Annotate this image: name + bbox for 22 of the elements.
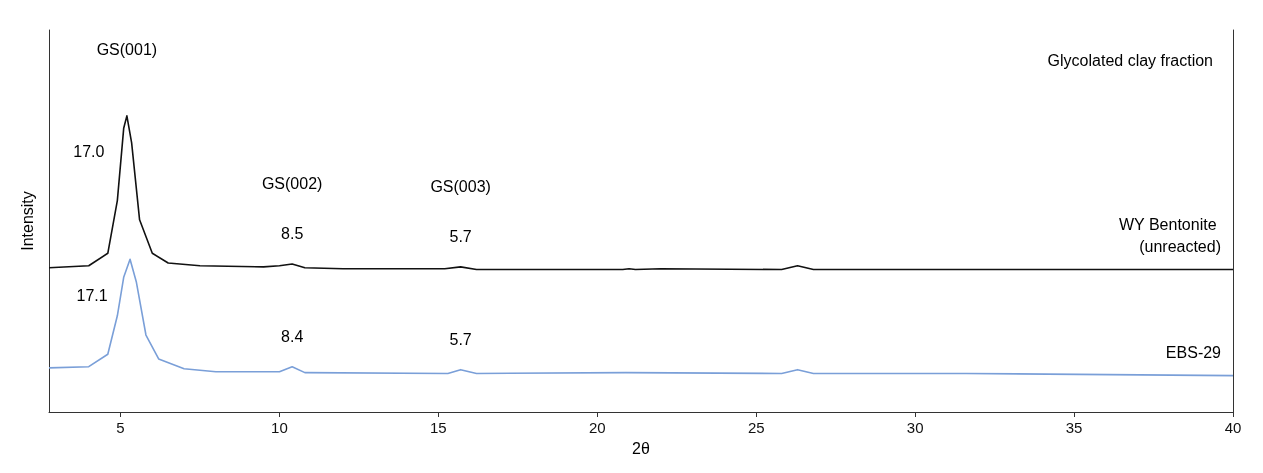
x-tick-label: 25	[747, 419, 765, 436]
x-tick-label: 40	[1224, 419, 1242, 436]
annotation: 8.5	[281, 225, 304, 243]
x-tick-label: 5	[116, 419, 125, 436]
text: GS(001)	[96, 41, 158, 59]
x-tick-label: 15	[430, 419, 447, 436]
y-axis-title: Intensity	[18, 191, 36, 251]
annotation: GS(002)	[261, 175, 323, 193]
annotation: 17.1	[76, 286, 108, 304]
x-tick-label: 35	[1065, 419, 1083, 436]
series-label: WY Bentonite (unreacted)	[1119, 216, 1221, 256]
x-tick-label: 30	[906, 419, 924, 436]
x-tick-label: 10	[271, 419, 288, 436]
annotation: 5.7	[449, 228, 472, 246]
text: Glycolated clay fraction	[1047, 51, 1213, 69]
annotation: 17.0	[73, 143, 105, 161]
series-label: EBS-29	[1165, 344, 1222, 362]
annotation: 8.4	[281, 328, 304, 346]
x-axis-title: 2θ	[632, 439, 650, 457]
x-tick-label: 20	[588, 419, 606, 436]
annotation: 5.7	[449, 331, 472, 349]
annotation: GS(003)	[430, 178, 491, 196]
